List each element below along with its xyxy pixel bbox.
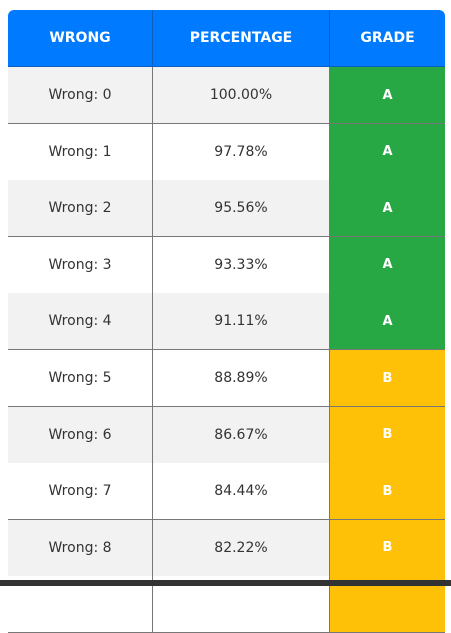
table-cell: 93.33% <box>153 236 330 294</box>
grade-cell: A <box>330 180 445 238</box>
grade-cell: B <box>330 350 445 407</box>
table-cell: 84.44% <box>153 463 330 521</box>
header-cell: PERCENTAGE <box>153 10 330 67</box>
scrollbar <box>0 580 451 586</box>
grade-cell: A <box>330 123 445 181</box>
page: {"table": { "header": ["WRONG", "PERCENT… <box>0 10 451 633</box>
table-cell: 100.00% <box>153 67 330 124</box>
grade-cell: B <box>330 463 445 521</box>
table-row: Wrong: 1 97.78% A <box>8 123 445 181</box>
table-cell: Wrong: 4 <box>8 293 153 351</box>
table-cell: 82.22% <box>153 519 330 577</box>
header-row: WRONG PERCENTAGE GRADE <box>8 10 445 67</box>
table-cell: 86.67% <box>153 406 330 464</box>
grade-cell: B <box>330 406 445 464</box>
table-cell: Wrong: 1 <box>8 123 153 181</box>
table-row: Wrong: 3 93.33% A <box>8 236 445 294</box>
table-row: Wrong: 7 84.44% B <box>8 463 445 521</box>
grade-cell: A <box>330 293 445 351</box>
table-row: Wrong: 8 82.22% B <box>8 519 445 577</box>
table-cell: 97.78% <box>153 123 330 181</box>
header-cell: WRONG <box>8 10 153 67</box>
table-row: Wrong: 5 88.89% B <box>8 350 445 407</box>
table-cell: 95.56% <box>153 180 330 238</box>
header-cell: GRADE <box>330 10 445 67</box>
table-cell: 91.11% <box>153 293 330 351</box>
table-row: Wrong: 2 95.56% A <box>8 180 445 238</box>
table-cell: Wrong: 7 <box>8 463 153 521</box>
table-cell: Wrong: 8 <box>8 519 153 577</box>
table-cell: 88.89% <box>153 350 330 407</box>
grade-cell: A <box>330 236 445 294</box>
table-row: Wrong: 0 100.00% A <box>8 67 445 124</box>
table-cell: Wrong: 2 <box>8 180 153 238</box>
table-cell: Wrong: 5 <box>8 350 153 407</box>
grade-cell: B <box>330 519 445 577</box>
table-cell: Wrong: 0 <box>8 67 153 124</box>
table-cell: Wrong: 3 <box>8 236 153 294</box>
table-row: Wrong: 6 86.67% B <box>8 406 445 464</box>
table-row: Wrong: 4 91.11% A <box>8 293 445 351</box>
table-cell: Wrong: 6 <box>8 406 153 464</box>
grade-cell: A <box>330 67 445 124</box>
